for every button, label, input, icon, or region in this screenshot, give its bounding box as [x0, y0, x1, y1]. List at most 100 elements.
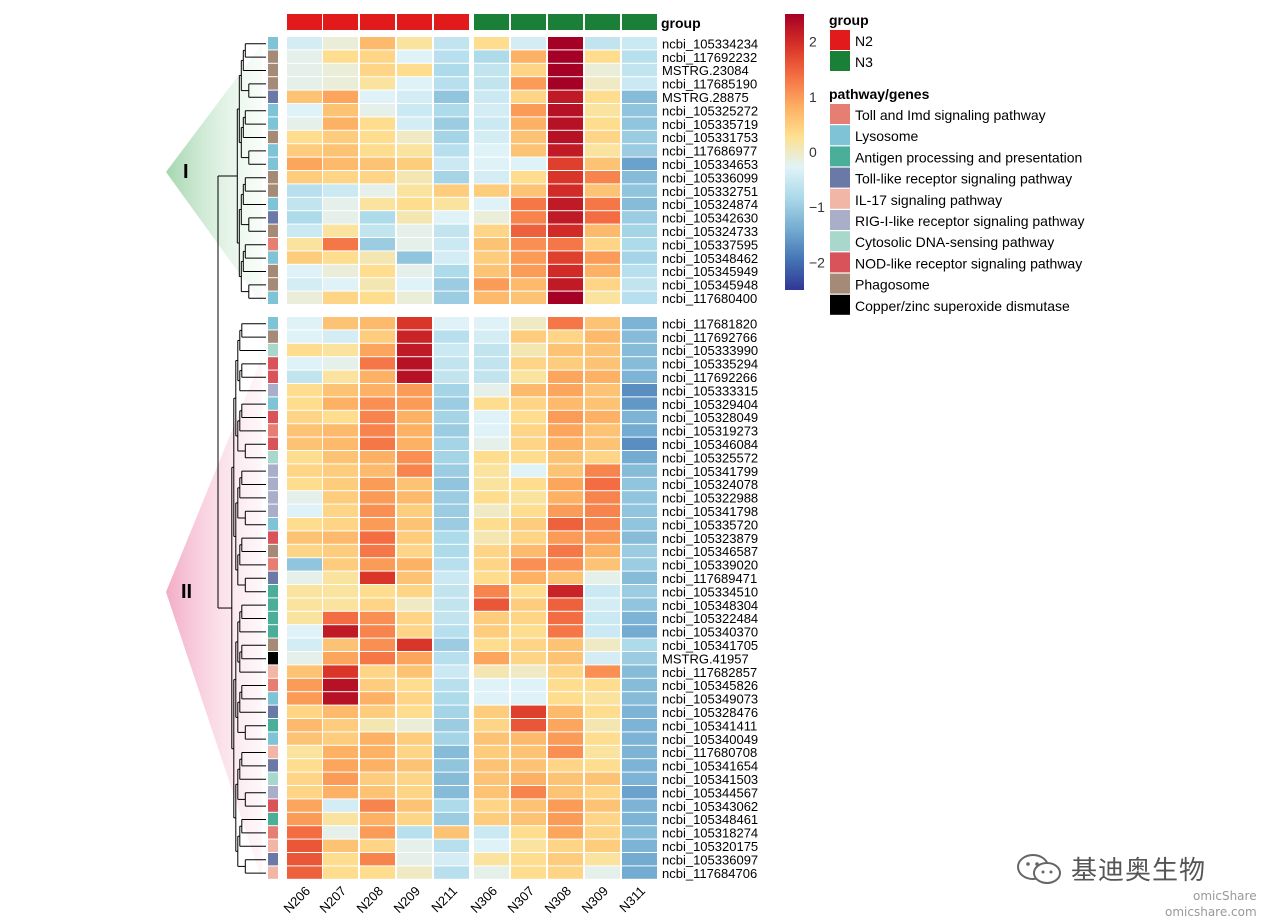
- heatmap-cell: [622, 63, 657, 77]
- group-legend-label: N2: [855, 33, 873, 49]
- heatmap-cell: [360, 384, 395, 397]
- heatmap-cell: [323, 291, 358, 304]
- heatmap-cell: [323, 144, 358, 157]
- heatmap-cell: [287, 759, 322, 772]
- heatmap-cell: [474, 866, 509, 879]
- heatmap-cell: [434, 732, 469, 745]
- heatmap-cell: [287, 50, 322, 63]
- heatmap-cell: [622, 759, 657, 772]
- heatmap-cell: [585, 799, 620, 812]
- row-label: ncbi_105341798: [662, 504, 758, 519]
- row-label: ncbi_105322484: [662, 611, 758, 626]
- heatmap-cell: [622, 144, 657, 157]
- heatmap-cell: [585, 211, 620, 224]
- heatmap-cell: [360, 238, 395, 251]
- row-label: ncbi_105325572: [662, 450, 758, 465]
- heatmap-cell: [434, 144, 469, 157]
- pathway-cell: [268, 812, 278, 826]
- heatmap-cell: [397, 826, 432, 839]
- heatmap-cell: [360, 826, 395, 839]
- heatmap-cell: [323, 598, 358, 611]
- heatmap-cell: [474, 491, 509, 504]
- heatmap-cell: [585, 437, 620, 450]
- heatmap-cell: [548, 652, 583, 665]
- heatmap-cell: [622, 866, 657, 879]
- heatmap-cell: [585, 317, 620, 330]
- heatmap-cell: [511, 291, 546, 304]
- heatmap-cell: [622, 705, 657, 718]
- heatmap-cell: [548, 410, 583, 424]
- heatmap-cell: [585, 291, 620, 304]
- heatmap-cell: [323, 384, 358, 397]
- heatmap-cell: [622, 799, 657, 812]
- heatmap-cell: [397, 558, 432, 571]
- heatmap-cell: [622, 410, 657, 424]
- heatmap-cell: [622, 611, 657, 625]
- pathway-cell: [268, 826, 278, 839]
- row-label: ncbi_105333990: [662, 343, 758, 358]
- heatmap-cell: [287, 357, 322, 370]
- row-label: ncbi_117689471: [662, 571, 757, 586]
- heatmap-cell: [434, 786, 469, 799]
- heatmap-cell: [434, 357, 469, 370]
- heatmap-cell: [360, 130, 395, 144]
- row-label: ncbi_105335294: [662, 357, 758, 372]
- heatmap-cell: [474, 317, 509, 330]
- heatmap-cell: [622, 544, 657, 558]
- heatmap-cell: [511, 451, 546, 464]
- heatmap-cell: [548, 692, 583, 705]
- row-label: ncbi_105336099: [662, 170, 758, 185]
- pathway-cell: [268, 759, 278, 772]
- heatmap-cell: [548, 343, 583, 357]
- heatmap-cell: [360, 531, 395, 544]
- row-label: ncbi_105335720: [662, 517, 758, 532]
- heatmap-cell: [323, 678, 358, 692]
- pathway-legend-swatch: [830, 294, 850, 315]
- heatmap-cell: [360, 812, 395, 826]
- heatmap-cell: [511, 410, 546, 424]
- heatmap-cell: [548, 571, 583, 584]
- heatmap-cell: [287, 291, 322, 304]
- heatmap-cell: [622, 251, 657, 264]
- column-label: N309: [579, 883, 612, 916]
- heatmap-cell: [287, 558, 322, 571]
- pathway-cell: [268, 585, 278, 598]
- heatmap-cell: [474, 424, 509, 437]
- heatmap-cell: [397, 211, 432, 224]
- heatmap-cell: [434, 839, 469, 852]
- heatmap-cell: [548, 719, 583, 732]
- heatmap-cell: [511, 424, 546, 437]
- heatmap-cell: [511, 531, 546, 544]
- heatmap-cell: [434, 157, 469, 170]
- heatmap-cell: [434, 665, 469, 678]
- column-label: N211: [428, 883, 460, 915]
- pathway-cell: [268, 705, 278, 718]
- heatmap-cell: [585, 77, 620, 90]
- heatmap-cell: [360, 90, 395, 103]
- heatmap-cell: [585, 504, 620, 517]
- heatmap-cell: [397, 157, 432, 170]
- heatmap-cell: [360, 504, 395, 517]
- heatmap-cell: [323, 518, 358, 531]
- heatmap-cell: [360, 464, 395, 477]
- heatmap-cell: [323, 732, 358, 745]
- row-label: ncbi_105341799: [662, 464, 758, 479]
- heatmap-cell: [511, 638, 546, 651]
- heatmap-cell: [474, 117, 509, 130]
- heatmap-cell: [323, 184, 358, 197]
- heatmap-cell: [548, 625, 583, 638]
- heatmap-cell: [287, 812, 322, 826]
- pathway-cell: [268, 171, 278, 184]
- heatmap-cell: [622, 211, 657, 224]
- heatmap-cell: [360, 611, 395, 625]
- heatmap-cell: [622, 638, 657, 651]
- heatmap-cell: [511, 357, 546, 370]
- heatmap-cell: [397, 117, 432, 130]
- heatmap-cell: [323, 665, 358, 678]
- row-label: ncbi_105324078: [662, 477, 758, 492]
- heatmap-cell: [548, 611, 583, 625]
- heatmap-cell: [548, 211, 583, 224]
- heatmap-cell: [397, 370, 432, 383]
- heatmap-cell: [585, 50, 620, 63]
- heatmap-cell: [397, 410, 432, 424]
